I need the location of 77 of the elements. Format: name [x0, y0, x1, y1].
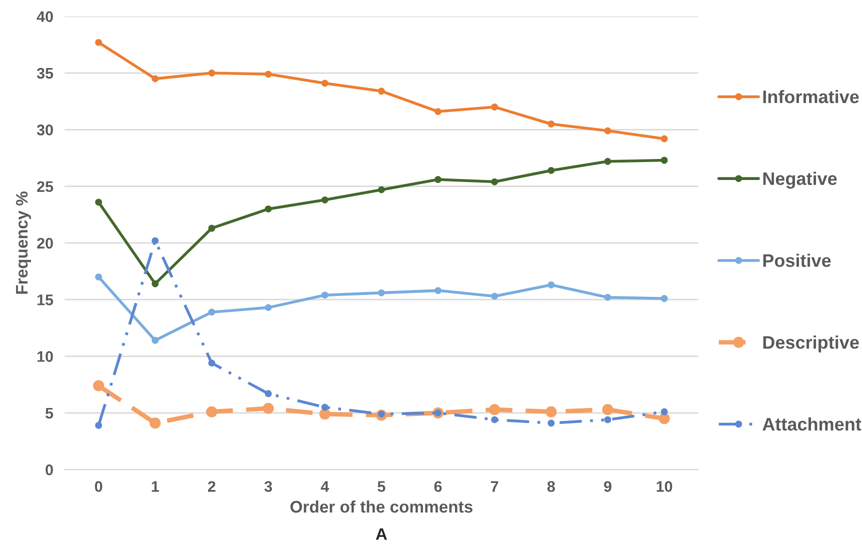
y-axis-title: Frequency %: [16, 192, 31, 294]
point: [660, 135, 668, 142]
legend-label: Positive: [763, 254, 831, 267]
point: [150, 418, 161, 429]
x-tick-label: 8: [547, 481, 555, 492]
point: [264, 390, 272, 398]
point: [378, 88, 385, 95]
point: [206, 406, 218, 418]
point: [548, 281, 555, 288]
y-tick-label: 20: [37, 238, 53, 249]
point: [95, 198, 102, 206]
point: [93, 380, 104, 392]
point: [660, 156, 668, 164]
x-axis-title: Order of the comments: [290, 500, 472, 513]
point: [434, 176, 442, 183]
point: [434, 287, 442, 294]
y-tick-label: 10: [38, 351, 53, 362]
y-tick-label: 40: [36, 11, 53, 22]
legend-label: Informative: [763, 90, 859, 104]
point: [546, 406, 557, 418]
point: [604, 158, 612, 165]
point: [95, 422, 102, 429]
y-tick-label: 25: [37, 181, 54, 192]
text: A: [376, 528, 388, 540]
point: [208, 360, 216, 367]
point: [208, 308, 216, 316]
x-tick-label: 1: [152, 481, 159, 492]
legend-label: Negative: [763, 172, 837, 189]
point: [264, 206, 272, 212]
point: [95, 273, 102, 280]
y-tick-label: 0: [46, 464, 53, 476]
x-tick-label: 7: [490, 481, 498, 492]
point: [489, 404, 500, 416]
x-tick-label: 5: [378, 481, 386, 492]
point: [152, 237, 159, 244]
point: [604, 294, 612, 301]
point: [152, 280, 159, 288]
point: [491, 416, 498, 424]
x-tick-label: 9: [604, 481, 612, 492]
point: [660, 295, 668, 302]
point: [321, 292, 328, 299]
point: [604, 416, 612, 424]
y-tick-label: 5: [46, 408, 54, 419]
point: [491, 178, 498, 186]
point: [208, 224, 216, 232]
point: [660, 408, 668, 416]
point: [321, 80, 328, 87]
y-tick-label: 15: [38, 294, 54, 306]
point: [208, 70, 216, 76]
point: [378, 186, 385, 194]
point: [321, 404, 328, 411]
x-tick-label: 3: [264, 481, 272, 492]
point: [378, 289, 385, 296]
point: [602, 404, 614, 416]
x-tick-label: 0: [94, 481, 102, 492]
x-tick-label: 10: [656, 481, 672, 492]
point: [491, 292, 498, 300]
point: [321, 196, 328, 204]
point: [152, 75, 159, 82]
point: [434, 108, 442, 116]
legend-label: Descriptive: [763, 336, 859, 352]
point: [152, 336, 159, 344]
point: [548, 166, 555, 174]
x-tick-label: 6: [434, 481, 442, 492]
point: [604, 127, 612, 134]
point: [264, 304, 272, 312]
point: [264, 70, 272, 78]
y-tick-label: 30: [36, 124, 53, 136]
point: [262, 402, 274, 414]
point: [548, 120, 555, 128]
point: [548, 420, 555, 427]
point: [95, 38, 102, 46]
x-tick-label: 2: [208, 481, 216, 492]
y-tick-label: 35: [36, 68, 54, 79]
legend-label: Attachment: [762, 417, 862, 431]
x-tick-label: 4: [320, 481, 330, 492]
point: [491, 104, 498, 110]
